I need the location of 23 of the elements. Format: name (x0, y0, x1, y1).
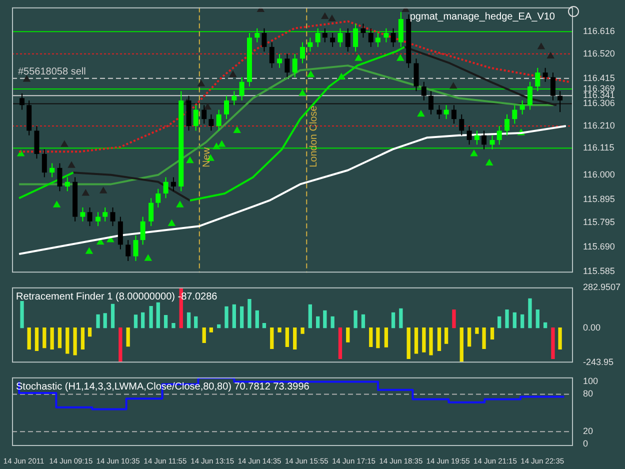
y-tick-label: 0.00 (583, 322, 601, 332)
y-tick-label: 116.210 (583, 120, 615, 131)
y-tick-label: 116.616 (583, 26, 615, 36)
y-tick-label: 100 (583, 376, 598, 386)
y-tick-label: 116.306 (583, 98, 615, 108)
y-tick-label: 116.520 (583, 48, 615, 58)
y-tick-label: 116.415 (583, 72, 615, 83)
ref-line-label: #55618058 sell (18, 66, 86, 78)
y-tick-label: 116.115 (583, 142, 614, 153)
y-tick-label: 0 (583, 438, 588, 449)
ref-line-label: New (201, 146, 212, 168)
y-tick-label: -243.95 (583, 357, 614, 368)
y-tick-label: 115.585 (583, 266, 615, 276)
y-tick-label: 116.000 (583, 169, 615, 180)
y-tick-label: 282.9507 (583, 282, 621, 292)
y-tick-label: 80 (583, 388, 594, 399)
ref-line-label: London Close (308, 105, 320, 168)
y-tick-label: 115.895 (583, 194, 615, 204)
y-tick-label: 115.795 (583, 217, 615, 228)
y-tick-label: 115.690 (583, 241, 615, 252)
y-tick-label: 20 (583, 426, 594, 436)
y-tick-label: 116.341 (583, 90, 615, 100)
chart-title: pgmat_manage_hedge_EA_V10 (410, 11, 556, 22)
